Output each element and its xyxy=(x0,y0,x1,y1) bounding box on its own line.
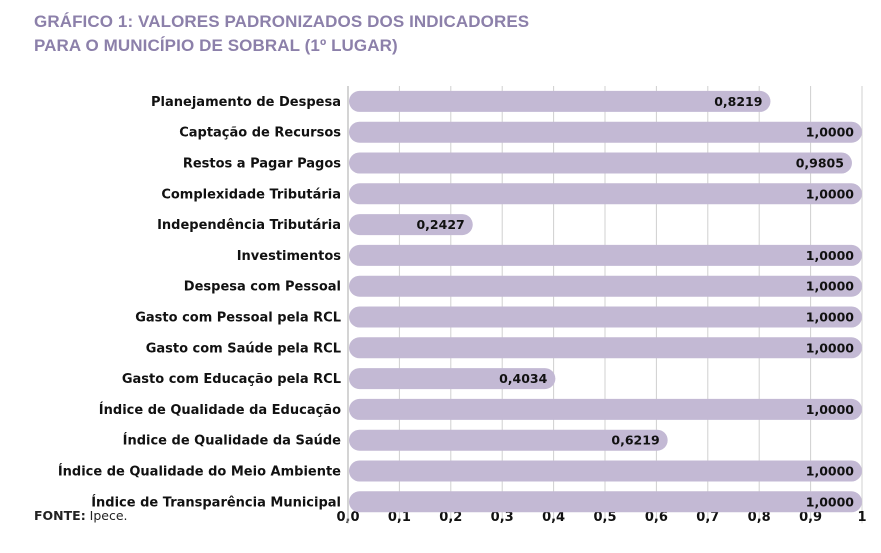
category-label: Complexidade Tributária xyxy=(161,187,341,202)
chart-title-line-2: PARA O MUNICÍPIO DE SOBRAL (1º LUGAR) xyxy=(34,36,398,55)
data-label: 0,8219 xyxy=(714,94,762,109)
x-tick-label: 1 xyxy=(857,510,866,525)
data-label: 1,0000 xyxy=(806,248,855,263)
bar xyxy=(349,183,862,205)
x-tick-label: 0,1 xyxy=(388,510,411,525)
category-label: Captação de Recursos xyxy=(179,126,341,141)
x-tick-label: 0,6 xyxy=(645,510,668,525)
bar xyxy=(349,121,862,143)
bar xyxy=(349,244,862,266)
x-tick-label: 0,9 xyxy=(799,510,822,525)
data-label: 1,0000 xyxy=(806,125,855,140)
data-label: 1,0000 xyxy=(806,279,855,294)
x-tick-label: 0,3 xyxy=(491,510,514,525)
category-label: Índice de Qualidade da Educação xyxy=(99,402,341,418)
category-label: Gasto com Educação pela RCL xyxy=(122,372,341,387)
bar xyxy=(349,214,473,236)
bar xyxy=(349,368,556,390)
category-label: Gasto com Saúde pela RCL xyxy=(146,341,341,356)
bar xyxy=(349,275,862,297)
source-note: FONTE: Ipece. xyxy=(34,508,128,523)
category-label: Índice de Qualidade da Saúde xyxy=(123,433,342,449)
bar xyxy=(349,337,862,359)
x-tick-label: 0,5 xyxy=(593,510,616,525)
data-label: 1,0000 xyxy=(806,494,855,509)
bar xyxy=(349,398,862,420)
data-label: 1,0000 xyxy=(806,340,855,355)
bar xyxy=(349,306,862,328)
category-label: Independência Tributária xyxy=(157,218,341,233)
bar xyxy=(349,152,852,174)
source-label: FONTE: xyxy=(34,508,86,523)
bar xyxy=(349,429,668,451)
category-label: Índice de Transparência Municipal xyxy=(91,494,341,510)
category-label: Índice de Qualidade do Meio Ambiente xyxy=(58,464,341,480)
data-label: 0,6219 xyxy=(611,433,659,448)
data-label: 0,9805 xyxy=(796,156,844,171)
data-label: 1,0000 xyxy=(806,464,855,479)
data-label: 0,2427 xyxy=(416,217,464,232)
category-label: Despesa com Pessoal xyxy=(184,280,341,295)
bar xyxy=(349,90,771,112)
category-label: Gasto com Pessoal pela RCL xyxy=(135,311,341,326)
data-label: 1,0000 xyxy=(806,402,855,417)
bar xyxy=(349,460,862,482)
category-label: Planejamento de Despesa xyxy=(151,95,341,110)
x-tick-label: 0,2 xyxy=(439,510,462,525)
category-label: Investimentos xyxy=(237,249,342,264)
x-tick-label: 0,4 xyxy=(542,510,565,525)
category-label: Restos a Pagar Pagos xyxy=(183,157,341,172)
chart-title: GRÁFICO 1: VALORES PADRONIZADOS DOS INDI… xyxy=(34,10,529,58)
data-label: 1,0000 xyxy=(806,310,855,325)
data-label: 1,0000 xyxy=(806,186,855,201)
bar xyxy=(349,491,862,513)
source-text: Ipece. xyxy=(85,508,128,523)
x-tick-label: 0,7 xyxy=(696,510,719,525)
data-label: 0,4034 xyxy=(499,371,548,386)
x-tick-label: 0,8 xyxy=(748,510,771,525)
chart-title-line-1: GRÁFICO 1: VALORES PADRONIZADOS DOS INDI… xyxy=(34,12,530,31)
